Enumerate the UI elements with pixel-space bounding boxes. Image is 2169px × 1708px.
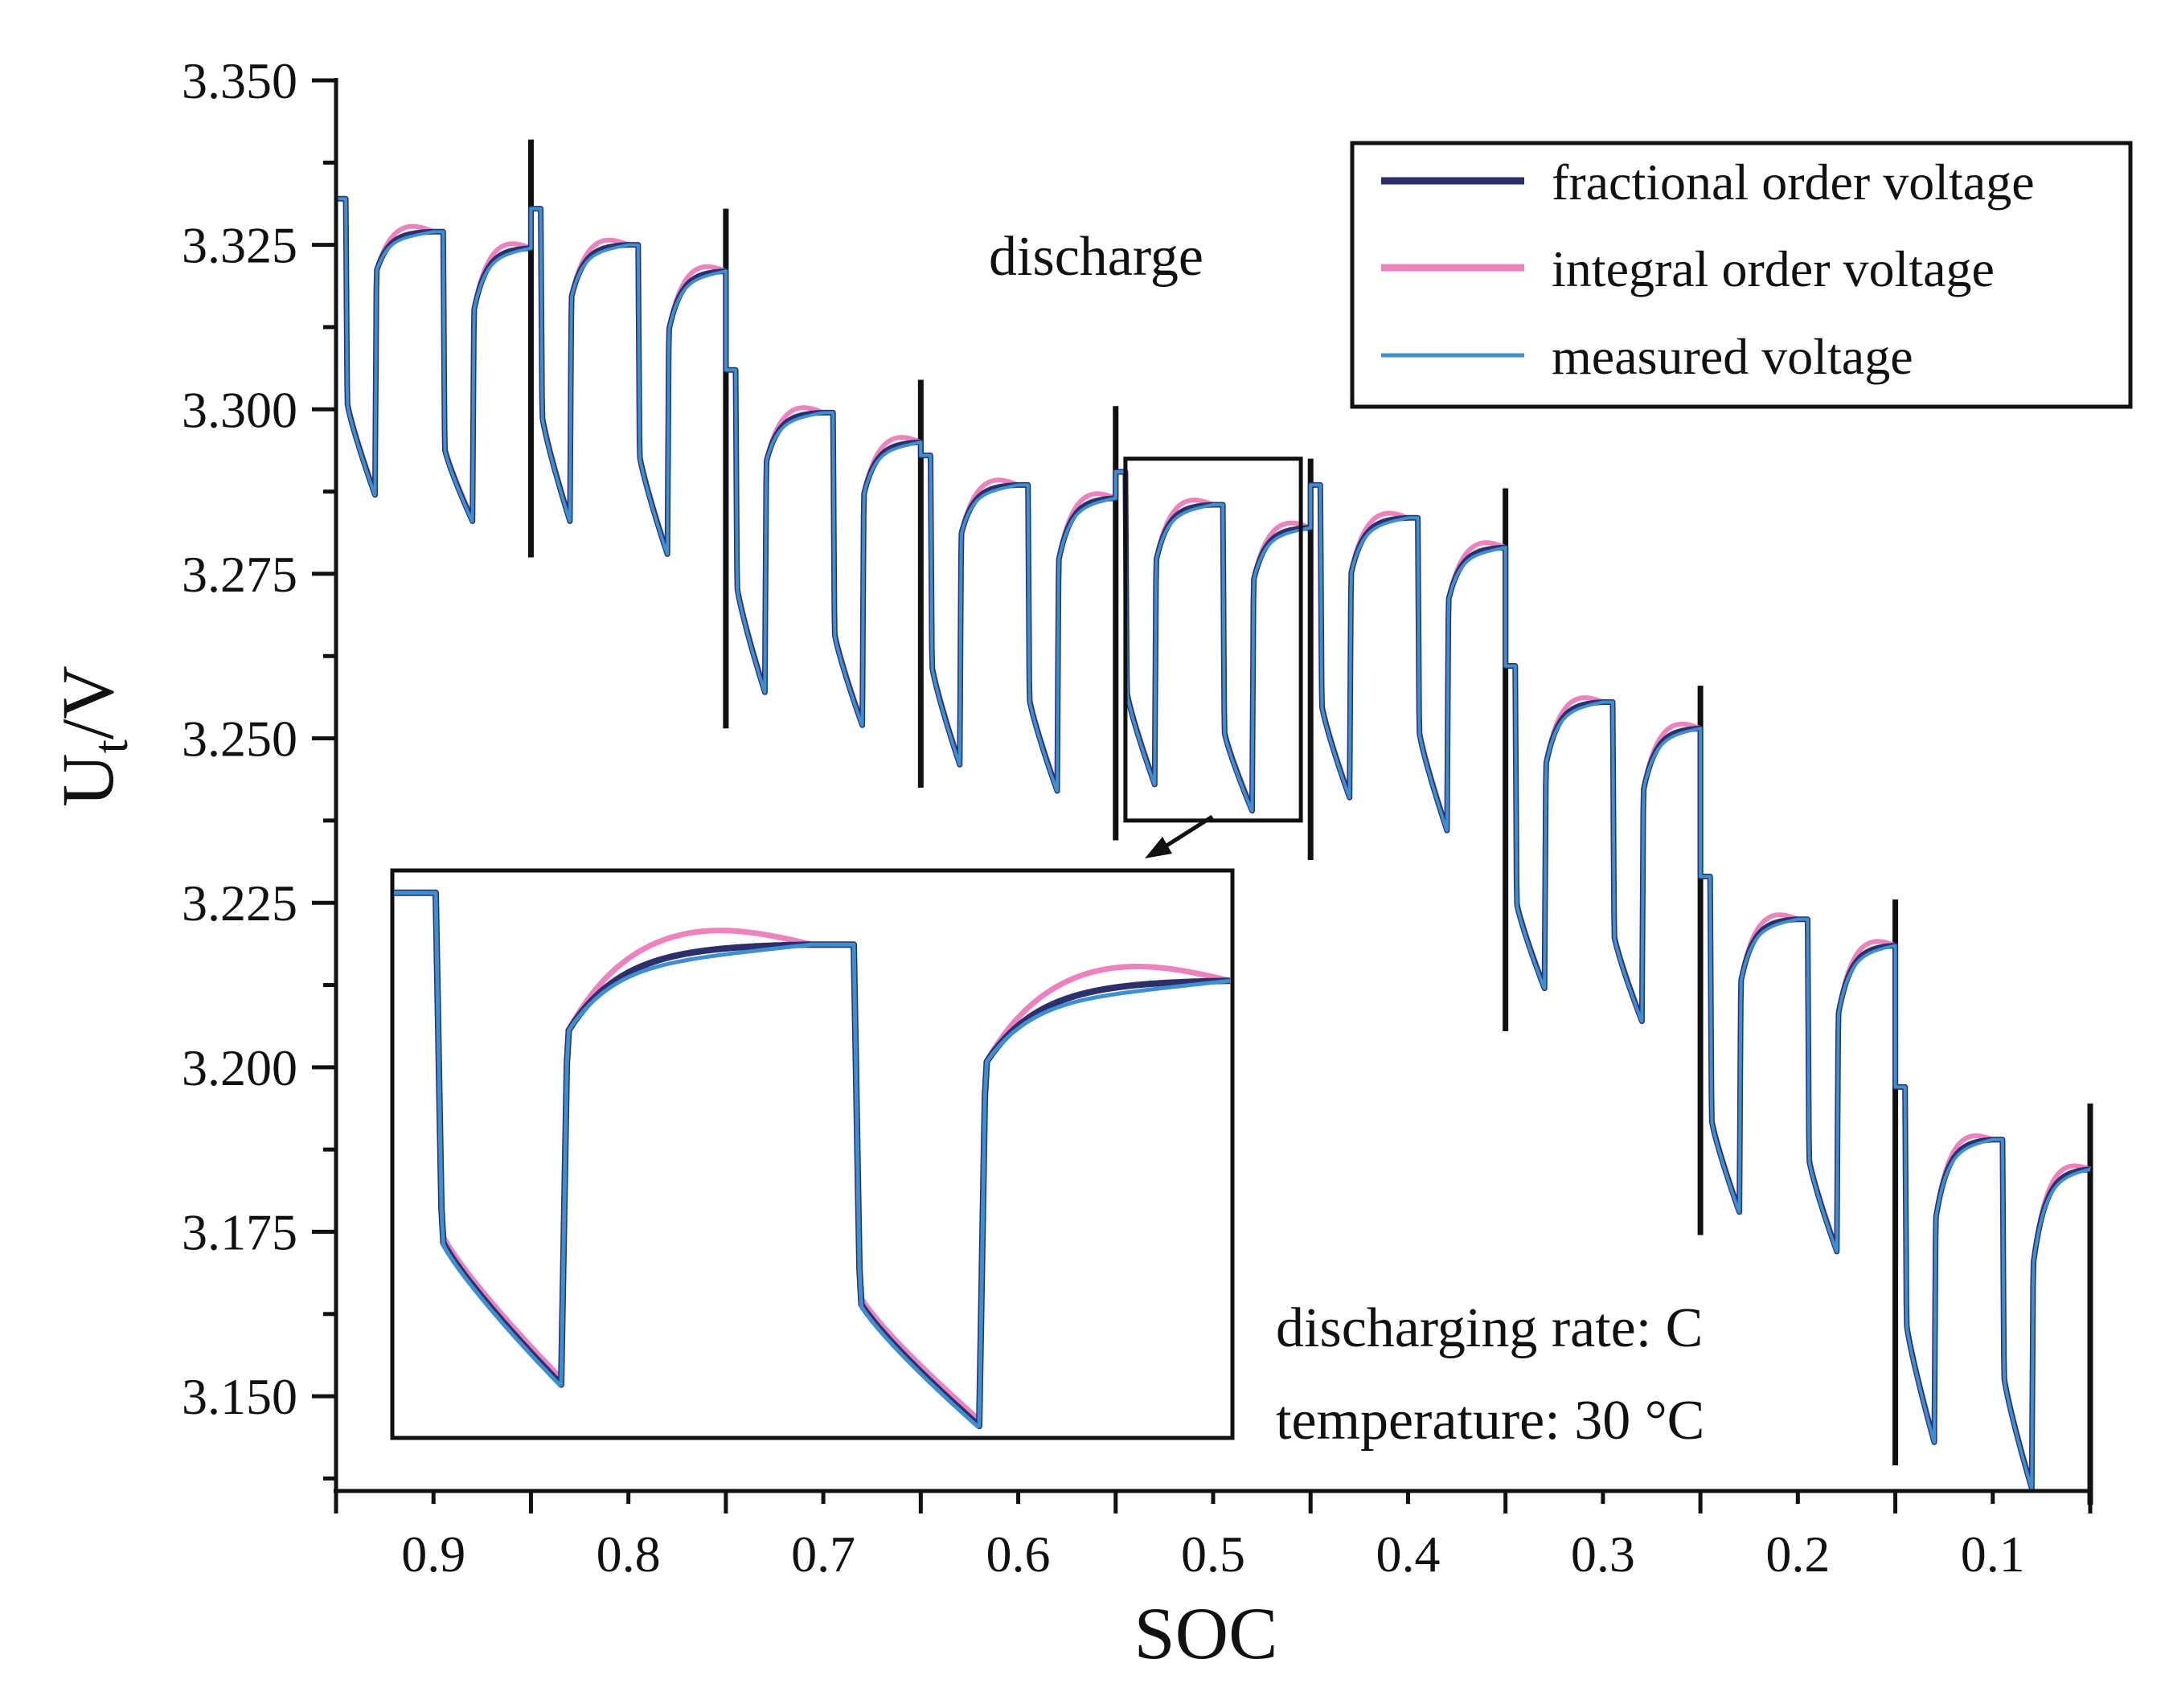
x-tick-label: 0.4 [1376, 1526, 1440, 1583]
inset-plot [390, 868, 1235, 1440]
x-axis-label: SOC [1134, 1592, 1278, 1674]
temperature-annotation: temperature: 30 °C [1276, 1390, 1704, 1452]
legend: fractional order voltage integral order … [1350, 141, 2133, 409]
x-tick-label: 0.2 [1765, 1526, 1830, 1583]
legend-box [1350, 141, 2133, 409]
legend-item-integral: integral order voltage [1381, 240, 1995, 297]
x-tick-label: 0.6 [986, 1526, 1051, 1583]
y-tick-label: 3.150 [182, 1368, 297, 1425]
series-line-measured-voltage [334, 197, 2092, 1490]
discharging-rate-annotation: discharging rate: C [1276, 1297, 1703, 1359]
y-tick-label: 3.275 [182, 546, 297, 603]
legend-label-fractional: fractional order voltage [1552, 154, 2035, 211]
main-curves [334, 195, 2093, 1492]
x-axis: 0.9 0.8 0.7 0.6 0.5 0.4 0.3 0.2 0.1 [334, 1489, 2093, 1583]
x-tick-label: 0.5 [1181, 1526, 1245, 1583]
y-axis: 3.150 3.175 3.200 3.225 3.250 3.275 3.300 3.325… [182, 52, 338, 1493]
x-tick-label: 0.9 [401, 1526, 465, 1583]
inset-frame [390, 868, 1235, 1440]
inset-curves [392, 889, 1232, 1430]
y-tick-label: 3.200 [182, 1039, 297, 1096]
inset-line-measured-voltage [393, 891, 1231, 1428]
x-tick-label: 0.1 [1961, 1526, 2025, 1583]
zoom-arrow [1145, 814, 1214, 858]
legend-item-measured: measured voltage [1381, 328, 1913, 385]
y-axis-label: Ut/V [47, 666, 138, 807]
y-tick-label: 3.350 [182, 52, 297, 109]
y-tick-label: 3.325 [182, 217, 297, 274]
legend-label-measured: measured voltage [1552, 328, 1913, 385]
legend-item-fractional: fractional order voltage [1381, 154, 2035, 211]
y-tick-label: 3.300 [182, 381, 297, 438]
x-tick-label: 0.8 [597, 1526, 661, 1583]
zoom-box [1123, 457, 1303, 823]
y-tick-label: 3.225 [182, 874, 297, 932]
y-tick-label: 3.250 [182, 711, 297, 768]
y-tick-label: 3.175 [182, 1203, 297, 1260]
legend-label-integral: integral order voltage [1552, 240, 1995, 297]
x-tick-label: 0.3 [1571, 1526, 1635, 1583]
x-tick-label: 0.7 [791, 1526, 855, 1583]
discharge-annotation: discharge [989, 226, 1203, 288]
